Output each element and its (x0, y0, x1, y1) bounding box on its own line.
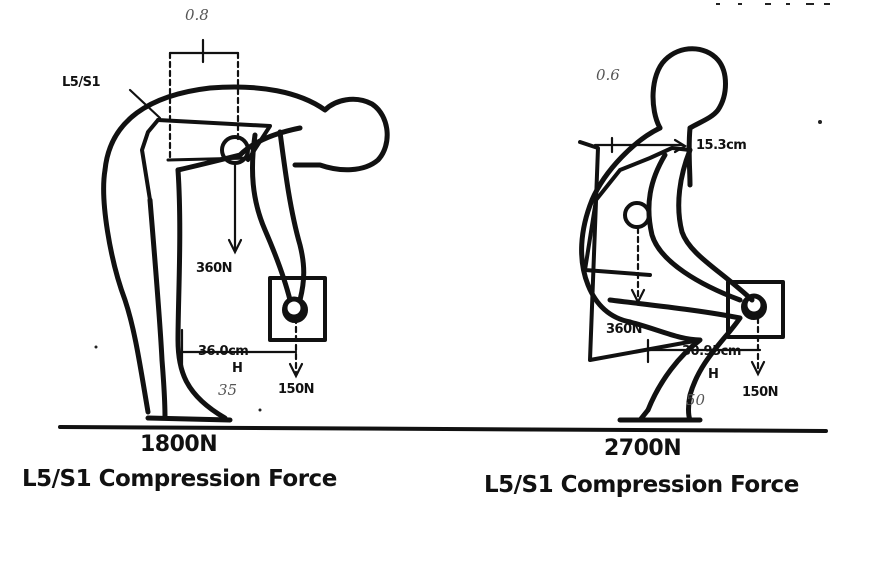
left-joint-label: L5/S1 (62, 75, 101, 90)
right-handwritten-ratio: 0.6 (596, 66, 620, 84)
right-caption: L5/S1 Compression Force (484, 472, 799, 498)
left-load-weight-label: 150N (278, 382, 315, 397)
right-horizontal-distance-label: 30.95cm (682, 344, 741, 359)
left-horizontal-distance-label: 36.0cm (198, 344, 249, 359)
left-h-label: H (232, 361, 243, 376)
left-handwritten-distance: 35 (218, 381, 238, 399)
right-load-weight-label: 150N (742, 385, 779, 400)
right-h-label: H (708, 367, 719, 382)
load-box-left (268, 276, 327, 342)
stoop-figure (101, 84, 390, 423)
right-body-weight-label: 360N (606, 322, 643, 337)
right-offset-label: 15.3cm (696, 138, 747, 153)
center-of-mass-right (623, 201, 651, 229)
squat-figure (578, 46, 766, 423)
right-handwritten-distance: 50 (686, 391, 706, 409)
left-body-weight-label: 360N (196, 261, 233, 276)
left-handwritten-ratio: 0.8 (185, 6, 209, 24)
load-box-right (726, 280, 785, 339)
ground-line (58, 425, 828, 433)
left-compression-value: 1800N (140, 432, 218, 457)
right-compression-value: 2700N (604, 436, 682, 461)
left-caption: L5/S1 Compression Force (22, 466, 337, 492)
